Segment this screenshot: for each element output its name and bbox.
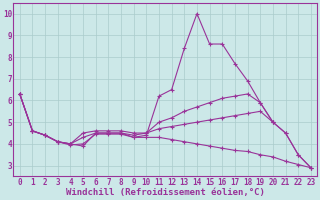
X-axis label: Windchill (Refroidissement éolien,°C): Windchill (Refroidissement éolien,°C) xyxy=(66,188,265,197)
